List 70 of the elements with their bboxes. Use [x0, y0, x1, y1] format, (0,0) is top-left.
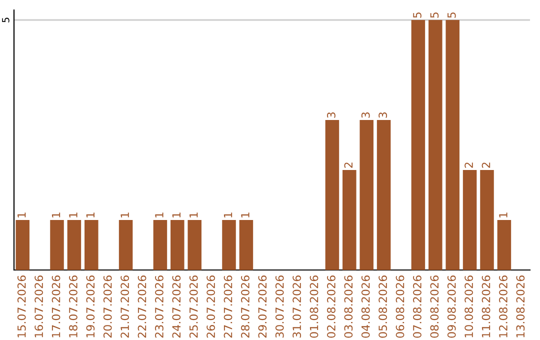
data-label: 1 — [190, 212, 198, 218]
x-tick-label: 04.08.2026 — [361, 276, 370, 338]
bar — [84, 220, 98, 270]
data-label: 3 — [327, 112, 336, 118]
bar — [239, 220, 254, 270]
x-tick-label: 31.07.2026 — [292, 276, 302, 338]
data-label: 5 — [430, 12, 439, 18]
x-tick-label: 30.07.2026 — [275, 276, 284, 338]
bar — [462, 170, 477, 270]
x-tick-label: 11.08.2026 — [482, 276, 490, 338]
bar — [480, 170, 494, 270]
x-tick-label: 02.08.2026 — [327, 276, 336, 338]
data-label: 5 — [448, 12, 456, 18]
x-tick-label: 03.08.2026 — [344, 276, 353, 338]
bar — [16, 220, 30, 270]
data-label: 2 — [482, 162, 490, 168]
bar — [50, 220, 64, 270]
x-tick-label: 13.08.2026 — [516, 276, 525, 338]
data-label: 5 — [413, 12, 422, 18]
x-tick-label: 26.07.2026 — [206, 276, 216, 338]
bar — [446, 20, 460, 270]
x-tick-label: 07.08.2026 — [413, 276, 422, 338]
x-tick-label: 19.07.2026 — [86, 276, 95, 338]
x-tick-label: 15.07.2026 — [17, 276, 26, 338]
x-tick-label: 06.08.2026 — [396, 276, 404, 338]
bar — [428, 20, 442, 270]
bar — [222, 220, 236, 270]
bar — [118, 220, 133, 270]
x-tick-label: 20.07.2026 — [103, 276, 112, 338]
data-label: 1 — [52, 212, 60, 218]
x-tick-label: 18.07.2026 — [69, 276, 78, 338]
x-tick-label: 28.07.2026 — [241, 276, 250, 338]
x-tick-label: 24.07.2026 — [172, 276, 181, 338]
bar — [325, 120, 340, 270]
x-tick-label: 23.07.2026 — [155, 276, 164, 338]
data-label: 1 — [499, 212, 508, 218]
x-tick-label: 01.08.2026 — [310, 276, 318, 338]
data-label: 1 — [172, 212, 180, 218]
x-tick-label: 17.07.2026 — [52, 276, 60, 338]
bar — [497, 220, 512, 270]
bar — [411, 20, 426, 270]
data-label: 1 — [69, 212, 78, 218]
x-tick-label: 21.07.2026 — [120, 276, 130, 338]
bar — [153, 220, 168, 270]
x-tick-label: 22.07.2026 — [138, 276, 146, 338]
bar — [360, 120, 374, 270]
x-tick-label: 25.07.2026 — [189, 276, 198, 338]
data-label: 1 — [120, 212, 129, 218]
x-tick-label: 27.07.2026 — [224, 276, 232, 338]
data-label: 1 — [241, 212, 250, 218]
x-tick-label: 29.07.2026 — [258, 276, 267, 338]
bar — [67, 220, 82, 270]
x-tick-label: 12.08.2026 — [499, 276, 508, 338]
data-label: 3 — [361, 112, 370, 118]
x-tick-label: 10.08.2026 — [464, 276, 474, 338]
data-label: 1 — [86, 212, 94, 218]
bar — [342, 170, 356, 270]
bar — [188, 220, 202, 270]
data-label: 1 — [18, 212, 26, 218]
x-tick-label: 09.08.2026 — [447, 276, 456, 338]
data-label: 1 — [155, 212, 164, 218]
bar — [376, 120, 391, 270]
bar — [170, 220, 184, 270]
x-tick-label: 05.08.2026 — [378, 276, 388, 338]
data-label: 3 — [378, 112, 388, 118]
data-label: 2 — [344, 162, 352, 168]
data-label: 1 — [224, 212, 232, 218]
data-label: 2 — [464, 162, 473, 168]
x-tick-label: 08.08.2026 — [430, 276, 439, 338]
x-tick-label: 16.07.2026 — [34, 276, 44, 338]
